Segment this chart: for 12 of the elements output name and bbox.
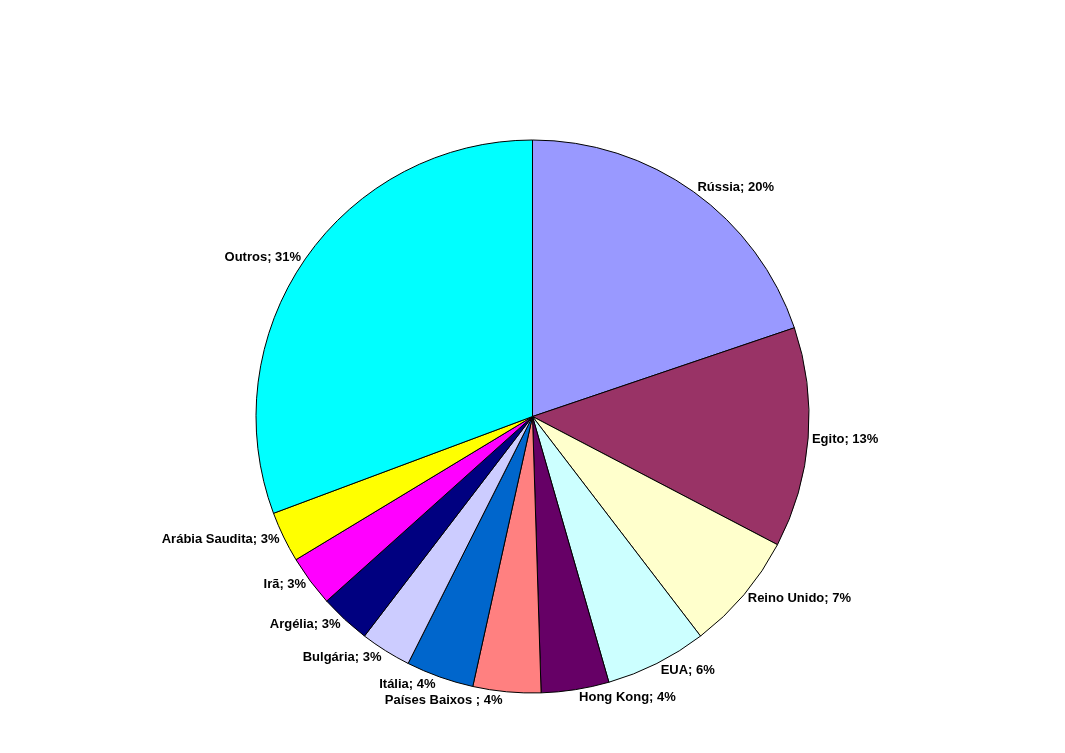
slice-label: Rússia; 20% (697, 179, 775, 195)
slice-label: Argélia; 3% (269, 616, 341, 632)
slice-label: Bulgária; 3% (302, 648, 382, 664)
slice-label: Outros; 31% (224, 248, 302, 264)
slice-label: Hong Kong; 4% (579, 689, 677, 705)
slice-label: Reino Unido; 7% (747, 590, 852, 606)
slice-label: Arábia Saudita; 3% (161, 530, 280, 546)
slice-label: Países Baixos ; 4% (384, 691, 503, 707)
slice-label: Irã; 3% (263, 576, 307, 592)
slice-label: Itália; 4% (379, 676, 436, 692)
slice-label: EUA; 6% (660, 661, 716, 677)
slice-label: Egito; 13% (811, 430, 879, 446)
